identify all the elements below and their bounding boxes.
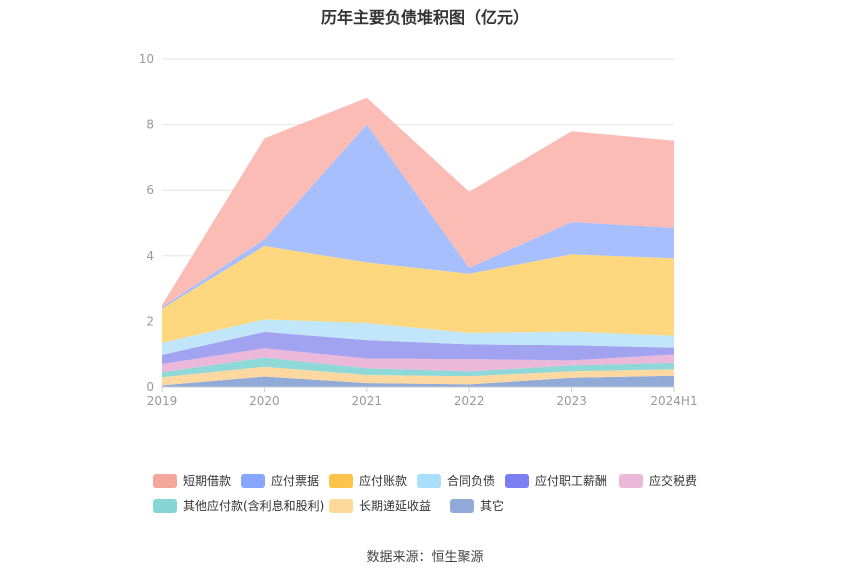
area-series-5 — [162, 331, 674, 364]
legend-swatch — [619, 473, 643, 488]
x-tick-label: 2023 — [556, 394, 587, 408]
chart-title: 历年主要负债堆积图（亿元） — [320, 8, 529, 27]
axes: 0 2 4 6 8 10 2019 2020 2021 2022 2023 2024H1 — [139, 52, 698, 408]
area-series — [162, 97, 674, 387]
y-tick-label: 4 — [146, 249, 154, 263]
legend-label: 应付票据 — [271, 474, 320, 488]
area-series-7 — [162, 246, 674, 343]
y-tick-label: 8 — [146, 118, 154, 132]
area-series-6 — [162, 319, 674, 355]
legend-swatch — [505, 473, 529, 488]
legend-item[interactable]: 应付票据 — [241, 472, 319, 489]
y-tick-label: 10 — [139, 52, 154, 66]
x-tick-label: 2020 — [249, 394, 280, 408]
area-series-2 — [162, 366, 674, 386]
area-series-1 — [162, 375, 674, 387]
legend-item[interactable]: 其他应付款(含利息和股利) — [153, 497, 324, 514]
y-tick-label: 2 — [146, 314, 154, 328]
legend-label: 合同负债 — [447, 474, 496, 488]
area-series-4 — [162, 348, 674, 373]
legend-item[interactable]: 应付职工薪酬 — [505, 472, 607, 489]
x-tick-label: 2019 — [147, 394, 178, 408]
legend-swatch — [241, 473, 265, 488]
legend-swatch — [450, 498, 474, 513]
data-source: 数据来源：恒生聚源 — [366, 550, 484, 565]
legend-label: 长期递延收益 — [359, 499, 432, 513]
legend-item[interactable]: 合同负债 — [417, 472, 495, 489]
y-tick-label: 6 — [146, 183, 154, 197]
legend-item[interactable]: 长期递延收益 — [329, 497, 431, 514]
y-tick-label: 0 — [146, 380, 154, 394]
legend-label: 其它 — [480, 499, 505, 513]
legend-item[interactable]: 应交税费 — [619, 472, 697, 489]
area-series-3 — [162, 357, 674, 378]
legend-label: 应付账款 — [359, 474, 408, 488]
legend-item[interactable]: 短期借款 — [153, 472, 231, 489]
legend-label: 短期借款 — [183, 474, 232, 488]
x-tick-label: 2022 — [454, 394, 485, 408]
legend-swatch — [329, 498, 353, 513]
legend-swatch — [153, 498, 177, 513]
area-series-9 — [162, 97, 674, 307]
legend-item[interactable]: 应付账款 — [329, 472, 407, 489]
legend-label: 其他应付款(含利息和股利) — [183, 499, 325, 513]
legend-label: 应付职工薪酬 — [535, 474, 608, 488]
area-series-8 — [162, 124, 674, 309]
legend-item[interactable]: 其它 — [450, 497, 504, 514]
legend-swatch — [329, 473, 353, 488]
legend-swatch — [153, 473, 177, 488]
legend-swatch — [417, 473, 441, 488]
x-tick-label: 2024H1 — [650, 394, 697, 408]
x-tick-label: 2021 — [352, 394, 383, 408]
legend-label: 应交税费 — [649, 474, 698, 488]
